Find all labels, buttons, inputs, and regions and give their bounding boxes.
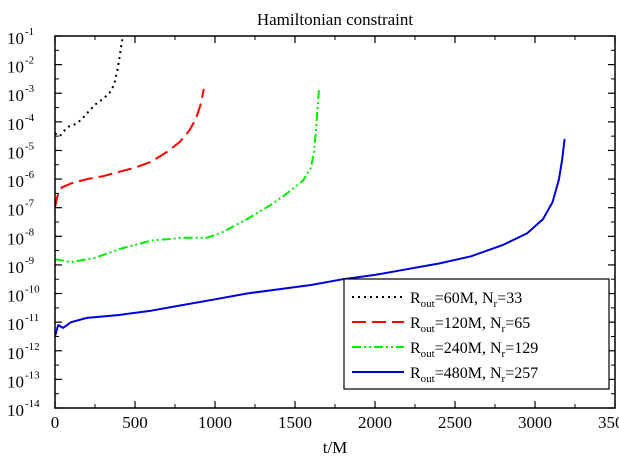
legend-entry-1: Rout=60M, Nr=33 xyxy=(410,290,522,310)
y-tick-label: 10 -3 xyxy=(7,83,35,105)
legend-entry-4: Rout=480M, Nr=257 xyxy=(410,365,538,385)
x-axis: 0 500 1000 1500 2000 2500 3000 3500 xyxy=(51,36,619,432)
y-tick-exponent: -2 xyxy=(25,55,34,67)
y-tick-exponent: -12 xyxy=(25,341,40,353)
y-tick-base: 10 xyxy=(7,29,24,48)
y-tick-label: 10 -13 xyxy=(7,369,40,391)
y-tick-base: 10 xyxy=(7,372,24,391)
y-tick-base: 10 xyxy=(7,344,24,363)
y-tick-exponent: -13 xyxy=(25,369,40,381)
y-tick-label: 10 -1 xyxy=(7,26,34,48)
y-tick-exponent: -10 xyxy=(25,284,40,296)
y-tick-base: 10 xyxy=(7,115,24,134)
y-tick-exponent: -7 xyxy=(25,198,35,210)
y-tick-label: 10 -2 xyxy=(7,55,34,77)
x-tick-label: 500 xyxy=(122,413,148,432)
x-tick-label: 1500 xyxy=(278,413,312,432)
y-tick-label: 10 -6 xyxy=(7,169,35,191)
y-tick-exponent: -5 xyxy=(25,140,35,152)
series-line-4 xyxy=(55,138,566,337)
y-tick-base: 10 xyxy=(7,258,24,277)
x-tick-label: 3500 xyxy=(598,413,619,432)
y-tick-base: 10 xyxy=(7,86,24,105)
y-tick-base: 10 xyxy=(7,58,24,77)
series-line-3 xyxy=(55,87,320,264)
y-tick-label: 10 -14 xyxy=(7,398,40,420)
x-tick-label: 1000 xyxy=(198,413,232,432)
x-tick-label: 2500 xyxy=(438,413,472,432)
y-tick-label: 10 -11 xyxy=(7,312,39,334)
y-tick-exponent: -6 xyxy=(25,169,35,181)
x-axis-label: t/M xyxy=(323,438,348,457)
series-layer xyxy=(55,36,566,337)
x-tick-label: 3000 xyxy=(518,413,552,432)
legend-entry-3: Rout=240M, Nr=129 xyxy=(410,340,538,360)
y-axis: 10 -110 -210 -310 -410 -510 -610 -710 -810 -910 -1… xyxy=(7,26,615,420)
y-tick-label: 10 -12 xyxy=(7,341,40,363)
y-tick-exponent: -4 xyxy=(25,112,35,124)
y-tick-exponent: -14 xyxy=(25,398,40,410)
y-tick-base: 10 xyxy=(7,401,24,420)
y-tick-label: 10 -5 xyxy=(7,140,35,162)
y-tick-exponent: -8 xyxy=(25,226,35,238)
series-line-1 xyxy=(55,36,124,138)
y-tick-base: 10 xyxy=(7,229,24,248)
y-tick-exponent: -9 xyxy=(25,255,35,267)
y-tick-base: 10 xyxy=(7,143,24,162)
legend: Rout=60M, Nr=33 Rout=120M, Nr=65 Rout=240M… xyxy=(343,278,610,390)
y-tick-exponent: -3 xyxy=(25,83,35,95)
y-tick-label: 10 -8 xyxy=(7,226,35,248)
y-tick-exponent: -11 xyxy=(25,312,39,324)
legend-entry-2: Rout=120M, Nr=65 xyxy=(410,315,530,335)
y-tick-exponent: -1 xyxy=(25,26,34,38)
y-tick-base: 10 xyxy=(7,172,24,191)
chart-title: Hamiltonian constraint xyxy=(257,10,414,29)
x-tick-label: 2000 xyxy=(358,413,392,432)
y-tick-label: 10 -9 xyxy=(7,255,35,277)
y-tick-label: 10 -4 xyxy=(7,112,35,134)
y-tick-label: 10 -7 xyxy=(7,198,35,220)
y-tick-base: 10 xyxy=(7,201,24,220)
y-tick-base: 10 xyxy=(7,315,24,334)
series-line-2 xyxy=(55,88,205,208)
y-tick-base: 10 xyxy=(7,287,24,306)
x-tick-label: 0 xyxy=(51,413,60,432)
y-tick-label: 10 -10 xyxy=(7,284,40,306)
